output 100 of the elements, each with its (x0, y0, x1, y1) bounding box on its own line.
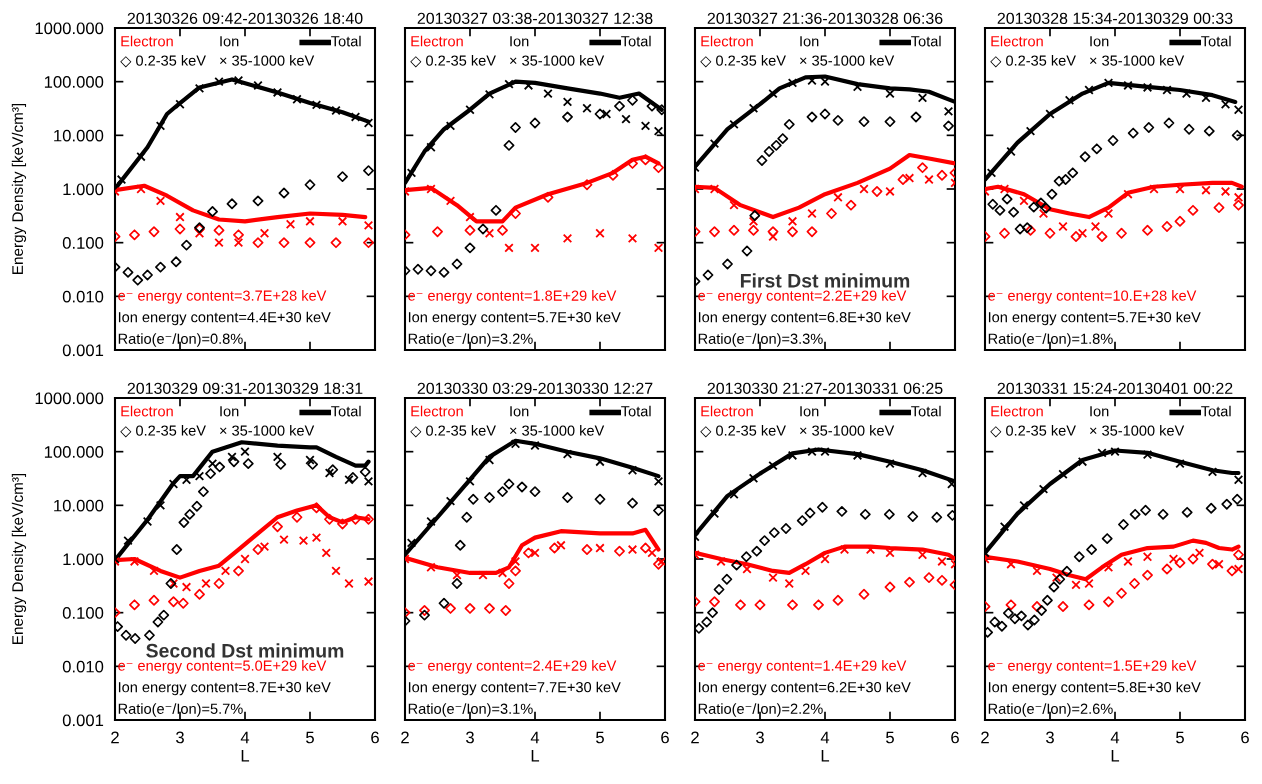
x-tick-label: 5 (1176, 731, 1184, 744)
annotation: × 35-1000 keV (1090, 425, 1185, 436)
annotation: Electron (701, 405, 753, 417)
annotation: Electron (411, 35, 463, 47)
annotation: Ion energy content=8.7E+30 keV (118, 681, 331, 696)
annotation: ◇ 0.2-35 keV (410, 55, 496, 68)
chart-title: 20130327 21:36-20130328 06:36 (707, 12, 943, 24)
x-tick-label: 5 (596, 731, 604, 744)
annotation: ◇ 0.2-35 keV (120, 55, 206, 68)
annotation: ◇ 0.2-35 keV (700, 55, 786, 68)
annotation: Ratio(e⁻/Ion)=1.8% (988, 333, 1113, 347)
annotation: Ion energy content=6.2E+30 keV (698, 681, 911, 696)
x-tick-label: 2 (981, 731, 989, 744)
annotation: e⁻ energy content=1.8E+29 keV (408, 290, 617, 304)
y-tick-label: 100.000 (44, 446, 104, 458)
annotation: ◇ 0.2-35 keV (990, 55, 1076, 68)
x-tick-label: 3 (756, 731, 764, 744)
y-axis-title: Energy Density [keV/cm³] (11, 103, 27, 274)
x-tick-label: 5 (886, 731, 894, 744)
annotation: First Dst minimum (740, 273, 910, 288)
y-tick-label: 100.000 (44, 76, 104, 88)
annotation: Total (911, 405, 941, 417)
annotation: Electron (701, 35, 753, 47)
annotation: Electron (121, 405, 173, 417)
annotation: ◇ 0.2-35 keV (410, 425, 496, 438)
chart-title: 20130330 21:27-20130331 06:25 (707, 382, 943, 394)
annotation: e⁻ energy content=5.0E+29 keV (118, 660, 327, 674)
annotation: e⁻ energy content=10.E+28 keV (988, 290, 1197, 304)
annotation: Total (911, 35, 941, 47)
annotation: Electron (991, 35, 1043, 47)
x-tick-label: 3 (1046, 731, 1054, 744)
y-tick-label: 0.010 (62, 290, 104, 303)
x-tick-label: 4 (820, 731, 830, 744)
annotation: Total (331, 35, 361, 47)
x-tick-label: 4 (240, 731, 250, 744)
x-tick-label: 6 (661, 731, 669, 744)
annotation: × 35-1000 keV (510, 55, 605, 66)
annotation: Ion energy content=4.4E+30 keV (118, 311, 331, 326)
annotation: Ion energy content=5.7E+30 keV (408, 311, 621, 326)
annotation: Ion (1090, 36, 1109, 47)
annotation: Ratio(e⁻/Ion)=2.2% (698, 703, 823, 717)
annotation: Total (1201, 35, 1231, 47)
annotation: ◇ 0.2-35 keV (120, 425, 206, 438)
annotation: Ion energy content=7.7E+30 keV (408, 681, 621, 696)
annotation: × 35-1000 keV (1090, 55, 1185, 66)
x-axis-title: L (1111, 750, 1120, 762)
y-tick-label: 10.000 (54, 499, 104, 512)
annotation: e⁻ energy content=2.2E+29 keV (698, 290, 907, 304)
y-tick-label: 0.010 (62, 660, 104, 673)
x-tick-label: 2 (401, 731, 409, 744)
annotation: Second Dst minimum (146, 643, 344, 658)
annotation: Total (621, 35, 651, 47)
x-tick-label: 6 (951, 731, 959, 744)
annotation: Total (621, 405, 651, 417)
y-tick-label: 10.000 (54, 129, 104, 142)
annotation: Ion (220, 406, 239, 417)
annotation: Electron (121, 35, 173, 47)
x-axis-title: L (531, 750, 540, 762)
annotation: × 35-1000 keV (800, 55, 895, 66)
x-tick-label: 6 (371, 731, 379, 744)
y-tick-label: 0.100 (62, 607, 104, 619)
annotation: × 35-1000 keV (220, 55, 315, 66)
x-tick-label: 3 (466, 731, 474, 744)
annotation: × 35-1000 keV (510, 425, 605, 436)
annotation: ◇ 0.2-35 keV (990, 425, 1076, 438)
annotation: Total (1201, 405, 1231, 417)
y-tick-label: 1000.000 (35, 22, 104, 35)
y-tick-label: 0.001 (62, 344, 104, 357)
annotation: Ion energy content=6.8E+30 keV (698, 311, 911, 326)
y-axis-title: Energy Density [keV/cm³] (11, 473, 27, 644)
chart-title: 20130327 03:38-20130327 12:38 (417, 12, 653, 24)
chart-title: 20130330 03:29-20130330 12:27 (417, 382, 653, 394)
annotation: e⁻ energy content=1.5E+29 keV (988, 660, 1197, 674)
annotation: Ratio(e⁻/Ion)=2.6% (988, 703, 1113, 717)
annotation: Ion (800, 406, 819, 417)
annotation: Ion energy content=5.8E+30 keV (988, 681, 1201, 696)
annotation: Electron (991, 405, 1043, 417)
annotation: Ratio(e⁻/Ion)=3.1% (408, 703, 533, 717)
annotation: e⁻ energy content=2.4E+29 keV (408, 660, 617, 674)
annotation: Total (331, 405, 361, 417)
x-tick-label: 4 (530, 731, 540, 744)
y-tick-label: 1.000 (63, 183, 104, 196)
x-tick-label: 5 (306, 731, 314, 744)
annotation: Ion (510, 36, 529, 47)
x-tick-label: 3 (176, 731, 184, 744)
chart-title: 20130331 15:24-20130401 00:22 (997, 382, 1233, 394)
annotation: × 35-1000 keV (220, 425, 315, 436)
x-tick-label: 6 (1241, 731, 1249, 744)
chart-title: 20130328 15:34-20130329 00:33 (997, 12, 1233, 24)
annotation: ◇ 0.2-35 keV (700, 425, 786, 438)
x-tick-label: 4 (1110, 731, 1120, 744)
x-axis-title: L (821, 750, 830, 762)
y-tick-label: 0.001 (62, 714, 104, 727)
annotation: Electron (411, 405, 463, 417)
annotation: Ion (510, 406, 529, 417)
y-tick-label: 0.100 (62, 237, 104, 249)
chart-title: 20130329 09:31-20130329 18:31 (127, 382, 363, 394)
annotation: Ion (220, 36, 239, 47)
annotation: × 35-1000 keV (800, 425, 895, 436)
annotation: Ion (1090, 406, 1109, 417)
